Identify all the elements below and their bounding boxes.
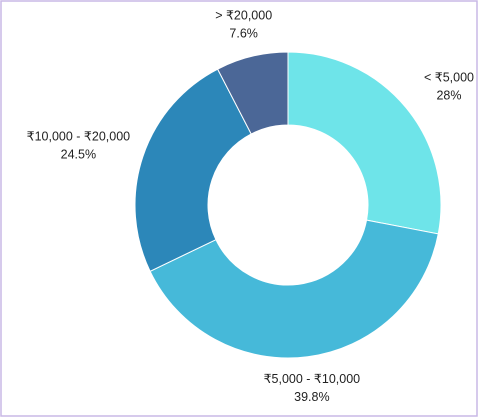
slice-label: ₹10,000 - ₹20,000 <box>27 130 131 144</box>
slice-value: 24.5% <box>61 148 96 162</box>
slice-label: ₹5,000 - ₹10,000 <box>264 372 361 386</box>
donut-slice <box>287 51 442 235</box>
slice-value: 39.8% <box>294 390 329 404</box>
donut-slice <box>134 68 252 272</box>
slice-label: > ₹20,000 <box>215 9 272 23</box>
slice-label: < ₹5,000 <box>424 70 474 84</box>
slice-value: 28% <box>436 88 461 102</box>
donut-slice <box>216 51 289 135</box>
slice-value: 7.6% <box>229 27 258 41</box>
donut-slice <box>149 219 439 359</box>
